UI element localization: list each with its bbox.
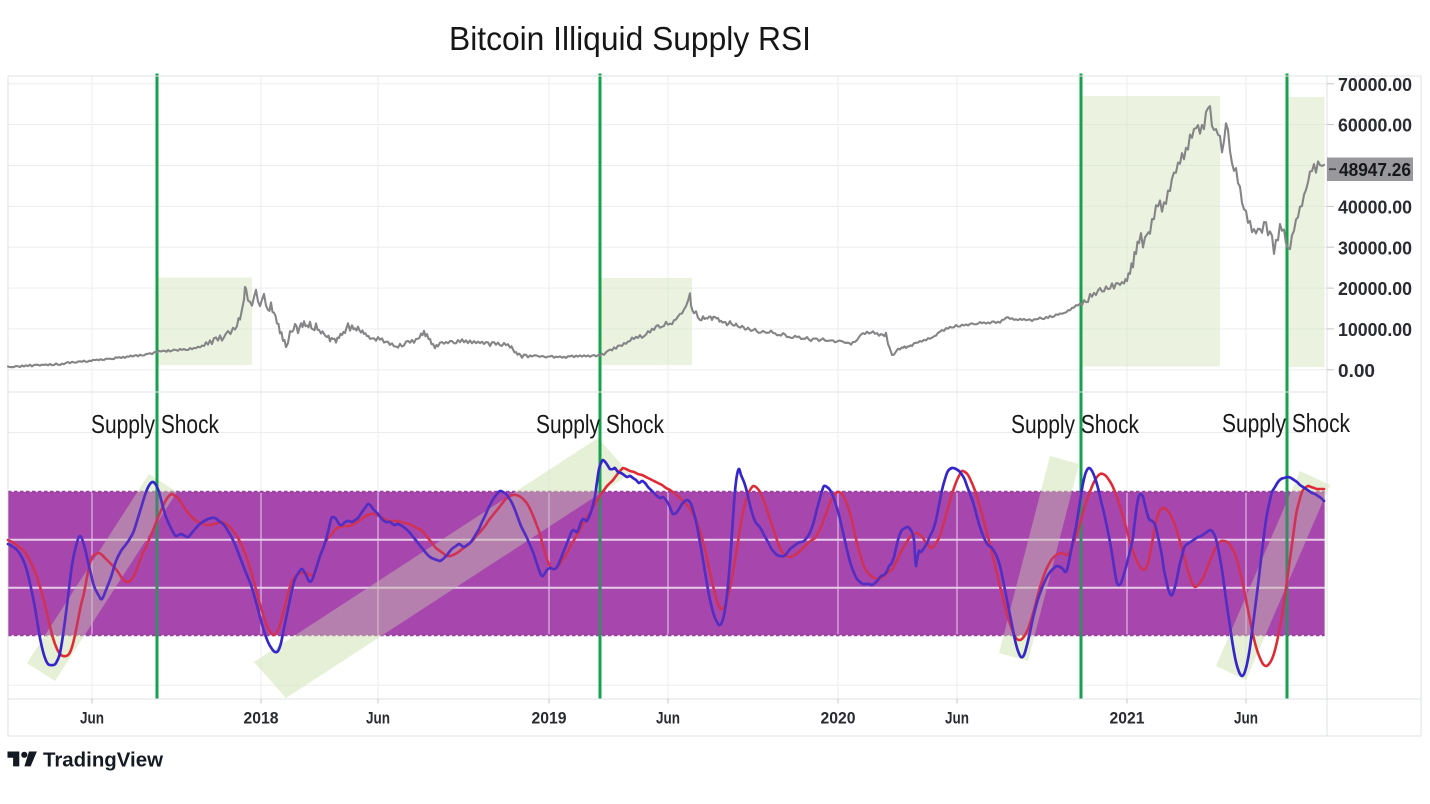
svg-text:Bitcoin Illiquid Supply RSI: Bitcoin Illiquid Supply RSI — [449, 20, 811, 57]
svg-text:2021: 2021 — [1110, 710, 1145, 728]
svg-text:10000.00: 10000.00 — [1338, 320, 1412, 340]
svg-text:20000.00: 20000.00 — [1338, 279, 1412, 299]
svg-text:Jun: Jun — [945, 710, 969, 728]
svg-text:40000.00: 40000.00 — [1338, 197, 1412, 217]
svg-text:Jun: Jun — [1234, 710, 1258, 728]
svg-text:2018: 2018 — [244, 710, 279, 728]
svg-text:48947.26: 48947.26 — [1339, 160, 1411, 180]
svg-text:0.00: 0.00 — [1338, 361, 1375, 381]
svg-text:60000.00: 60000.00 — [1338, 116, 1412, 136]
svg-text:Supply Shock: Supply Shock — [1222, 408, 1351, 438]
svg-text:2020: 2020 — [821, 710, 856, 728]
svg-text:Jun: Jun — [80, 710, 104, 728]
svg-text:Supply Shock: Supply Shock — [536, 409, 665, 439]
svg-text:Jun: Jun — [366, 710, 390, 728]
svg-text:TradingView: TradingView — [43, 750, 163, 772]
svg-text:30000.00: 30000.00 — [1338, 238, 1412, 258]
svg-text:Supply Shock: Supply Shock — [91, 409, 220, 439]
svg-text:Jun: Jun — [656, 710, 680, 728]
svg-text:Supply Shock: Supply Shock — [1011, 409, 1140, 439]
svg-text:70000.00: 70000.00 — [1338, 75, 1412, 95]
svg-text:2019: 2019 — [532, 710, 567, 728]
